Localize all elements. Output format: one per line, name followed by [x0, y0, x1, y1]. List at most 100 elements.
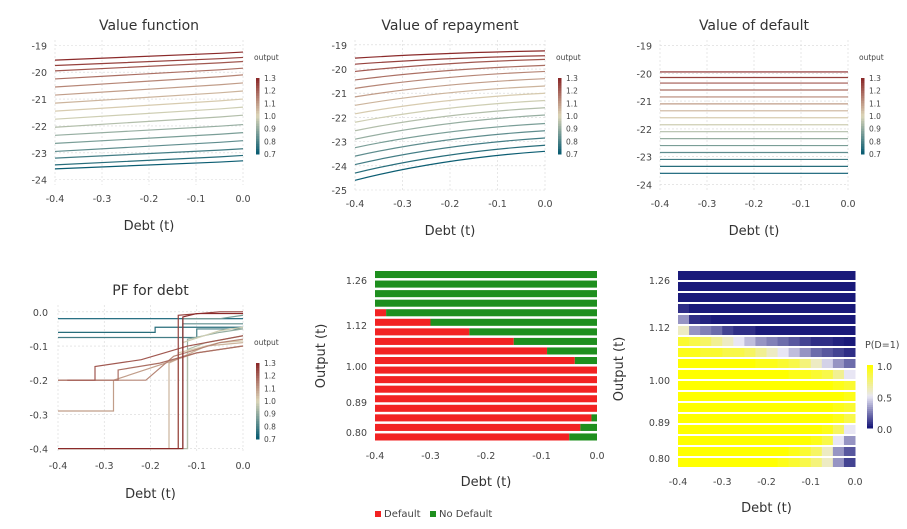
heatmap-cell [843, 458, 856, 467]
heatmap-cell [711, 315, 723, 324]
legend-tick-label: 0.8 [264, 422, 276, 431]
series-line [354, 85, 546, 106]
legend-label: Default [384, 509, 421, 520]
heatmap-cell [821, 359, 834, 368]
heatmap-cell [722, 271, 734, 280]
legend-gradient-segment [558, 95, 562, 99]
legend-gradient-segment [256, 436, 260, 440]
y-tick-label: 1.26 [346, 276, 367, 287]
heatmap-cell [799, 359, 812, 368]
series-line [354, 92, 546, 115]
series-line [54, 140, 244, 153]
heatmap-cell [788, 414, 801, 423]
legend-gradient-segment [558, 100, 562, 104]
heatmap-cell [777, 414, 790, 423]
heatmap-cell [832, 458, 845, 467]
heatmap-cell [788, 370, 801, 379]
legend-tick-label: 1.1 [264, 99, 276, 108]
colorbar-segment [867, 413, 873, 416]
colorbar-segment [867, 390, 873, 393]
heatmap-cell [832, 315, 845, 324]
legend-swatch [375, 511, 381, 517]
heatmap-cell [689, 370, 701, 379]
legend-gradient-segment [861, 105, 865, 109]
heatmap-cell [678, 425, 690, 434]
heatmap-cell [788, 359, 801, 368]
heatmap-cell [821, 282, 834, 291]
heatmap-cell [821, 304, 834, 313]
heatmap-cell [700, 392, 712, 401]
heatmap-cell [821, 370, 834, 379]
heatmap-cell [821, 348, 834, 357]
colorbar-segment [867, 373, 873, 376]
legend-gradient-segment [256, 363, 260, 367]
series-line [354, 107, 546, 132]
heatmap-cell [777, 348, 790, 357]
colorbar-segment [867, 404, 873, 408]
heatmap-cell [766, 414, 779, 423]
heatmap-cell [678, 337, 690, 346]
heatmap-cell [777, 370, 790, 379]
colorbar-segment [867, 421, 873, 425]
x-tick-label: -0.1 [792, 199, 811, 210]
heatmap-cell [755, 458, 767, 467]
heatmap-cell [689, 348, 701, 357]
legend-title: output [556, 53, 581, 62]
legend-tick-label: 1.2 [264, 372, 276, 381]
colorbar-segment [867, 371, 873, 374]
heatmap-cell [755, 414, 767, 423]
heatmap-cell [766, 315, 779, 324]
heatmap-cell [733, 403, 745, 412]
series-line [54, 114, 244, 128]
legend-gradient-segment [861, 128, 865, 132]
heatmap-cell [777, 304, 790, 313]
heatmap-cell [689, 425, 701, 434]
heatmap-cell [711, 348, 723, 357]
heatmap-cell [733, 359, 745, 368]
heatmap-cell [711, 304, 723, 313]
heatmap-cell [799, 348, 812, 357]
legend-gradient-segment [861, 80, 865, 84]
heatmap-cell [832, 447, 845, 456]
heatmap-cell [821, 337, 834, 346]
x-tick-label: -0.1 [801, 477, 820, 488]
legend-gradient-segment [256, 151, 260, 155]
heatmap-cell [799, 425, 812, 434]
legend-gradient-segment [256, 383, 260, 387]
legend-gradient-segment [558, 151, 562, 155]
series-line [354, 122, 546, 149]
heatmap-cell [832, 392, 845, 401]
legend-gradient-segment [256, 131, 260, 135]
legend-tick-label: 0.9 [566, 125, 578, 134]
heatmap-cell [788, 458, 801, 467]
colorbar-segment [867, 388, 873, 391]
heatmap-cell [777, 403, 790, 412]
bar-default [375, 347, 548, 355]
heatmap-cell [722, 304, 734, 313]
bar-default [375, 337, 514, 345]
heatmap-cell [700, 403, 712, 412]
heatmap-cell [832, 348, 845, 357]
legend-gradient-segment [256, 393, 260, 397]
heatmap-cell [799, 370, 812, 379]
legend-gradient-segment [256, 395, 260, 399]
heatmap-cell [766, 425, 779, 434]
bar-no-default [574, 357, 597, 365]
heatmap-cell [766, 271, 779, 280]
legend-gradient-segment [861, 95, 865, 99]
x-tick-label: -0.4 [366, 451, 385, 462]
heatmap-cell [744, 337, 756, 346]
legend-gradient-segment [861, 148, 865, 152]
bar-default [375, 318, 431, 326]
heatmap-cell [755, 447, 767, 456]
legend-tick-label: 1.2 [566, 87, 578, 96]
heatmap-cell [777, 447, 790, 456]
heatmap-cell [733, 326, 745, 335]
series-line [354, 70, 546, 89]
heatmap-cell [810, 414, 823, 423]
legend-gradient-segment [256, 431, 260, 435]
bar-no-default [386, 309, 597, 317]
legend-gradient-segment [256, 421, 260, 425]
heatmap-cell [700, 326, 712, 335]
